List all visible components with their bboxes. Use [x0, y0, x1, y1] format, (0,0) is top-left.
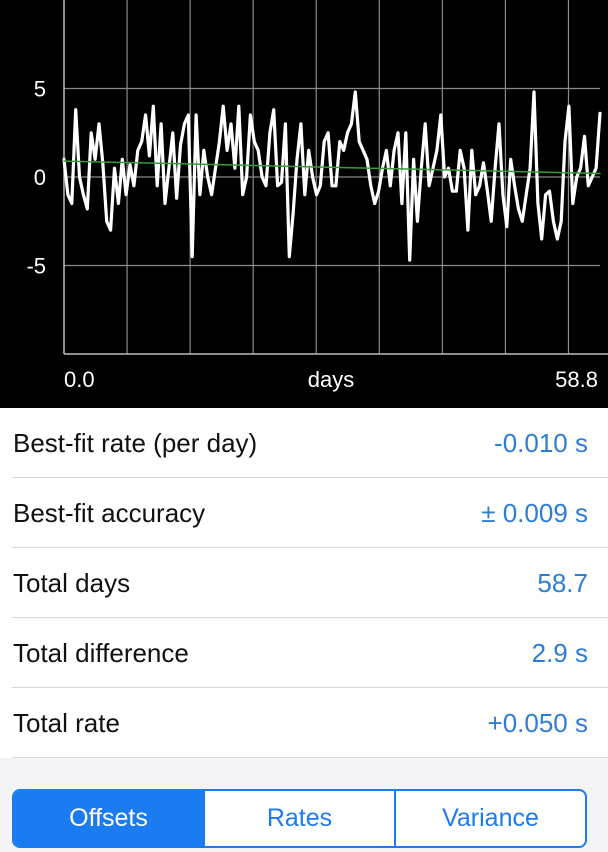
best-fit-line [63, 160, 601, 175]
stat-value: 2.9 s [531, 637, 588, 668]
offset-series-line [62, 90, 602, 262]
y-tick-label: 0 [34, 165, 46, 190]
stat-value: -0.010 s [494, 427, 588, 458]
tab-variance[interactable]: Variance [394, 791, 585, 846]
y-tick-label: 5 [34, 77, 46, 102]
stat-label: Best-fit accuracy [13, 497, 206, 528]
stat-row-best-fit-accuracy: Best-fit accuracy ± 0.009 s [0, 478, 608, 548]
stats-list: Best-fit rate (per day) -0.010 s Best-fi… [0, 408, 608, 758]
stat-row-total-rate: Total rate +0.050 s [0, 688, 608, 758]
stat-value: 58.7 [537, 567, 588, 598]
y-tick-label: -5 [26, 254, 46, 279]
stat-label: Total rate [13, 707, 120, 738]
stat-row-best-fit-rate: Best-fit rate (per day) -0.010 s [0, 408, 608, 478]
x-axis-label: days [308, 367, 354, 392]
stat-label: Total days [13, 567, 131, 598]
chart-svg: 5 0 -5 0.0 58.8 days [26, 0, 608, 392]
tab-rates[interactable]: Rates [203, 791, 394, 846]
tab-offsets[interactable]: Offsets [14, 791, 203, 846]
stat-row-total-difference: Total difference 2.9 s [0, 618, 608, 688]
offsets-chart: 5 0 -5 0.0 58.8 days [0, 0, 608, 408]
stat-value: +0.050 s [487, 707, 588, 738]
chart-mode-segmented-control: Offsets Rates Variance [12, 789, 587, 848]
stat-label: Best-fit rate (per day) [13, 427, 258, 458]
stat-label: Total difference [13, 637, 189, 668]
stat-row-total-days: Total days 58.7 [0, 548, 608, 618]
stat-value: ± 0.009 s [481, 497, 588, 528]
footer-toolbar: Offsets Rates Variance [0, 758, 608, 852]
x-tick-label: 58.8 [555, 367, 598, 392]
x-tick-label: 0.0 [64, 367, 95, 392]
